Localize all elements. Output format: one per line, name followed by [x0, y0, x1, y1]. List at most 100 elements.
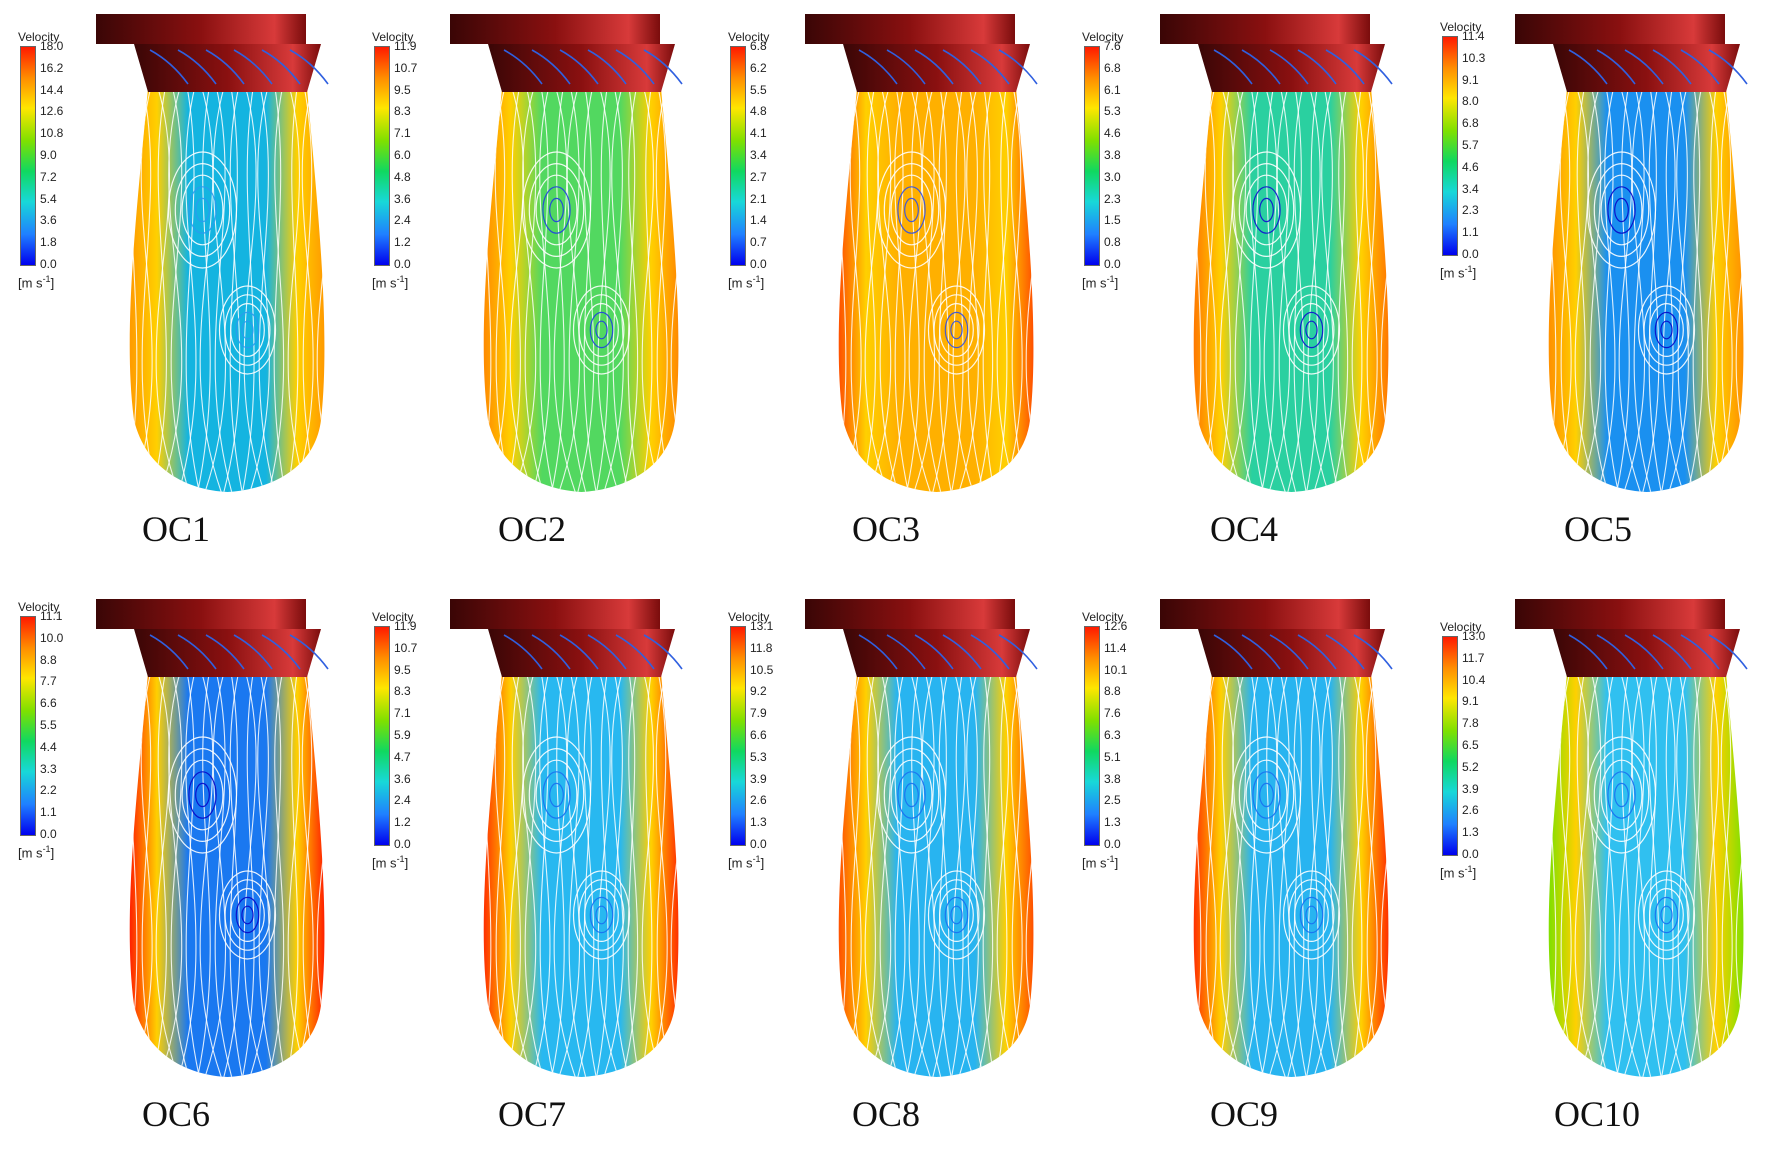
legend-tick-label: 11.4	[1462, 29, 1485, 43]
legend-title: Velocity	[1440, 620, 1482, 634]
legend-tick-label: 7.6	[1104, 706, 1121, 721]
legend-color-bar	[730, 46, 746, 266]
legend-tick-label: 9.5	[394, 662, 411, 677]
legend-title: Velocity	[372, 610, 414, 624]
legend-tick-label: 4.6	[1462, 159, 1479, 174]
streamline-panel: Velocity 12.6 11.4 10.1 8.8 7.6 6.3 5.1 3.8 2.5 1.…	[1064, 585, 1418, 1170]
legend-tick-label: 2.4	[394, 793, 411, 808]
legend-color-bar	[374, 46, 390, 266]
streamline-panel: Velocity 18.0 16.2 14.4 12.6 10.8 9.0 7.2 5.4 3.6…	[0, 0, 354, 585]
streamlines	[1193, 88, 1389, 492]
streamline-panel: Velocity 11.4 10.3 9.1 8.0 6.8 5.7 4.6 3.4 2.3 1.1…	[1419, 0, 1773, 585]
panel-caption: OC9	[1210, 1094, 1279, 1134]
legend-title: Velocity	[18, 600, 60, 614]
legend-tick-label: 9.1	[1462, 694, 1479, 709]
legend-tick-label: 3.6	[394, 771, 411, 786]
legend-color-bar	[1442, 36, 1458, 256]
legend-title: Velocity	[728, 610, 770, 624]
legend-tick-label: 11.7	[1462, 650, 1485, 665]
legend-tick-label: 3.4	[750, 148, 767, 162]
legend-tick-label: 12.6	[1104, 619, 1128, 633]
legend-tick-label: 7.7	[40, 674, 57, 689]
legend-tick-label: 7.8	[1462, 716, 1479, 731]
legend-unit: [m s-1]	[18, 844, 55, 861]
legend-tick-label: 1.8	[40, 235, 57, 250]
runner-hub	[1515, 599, 1748, 677]
streamlines	[129, 673, 325, 1077]
legend-tick-label: 7.9	[750, 706, 767, 721]
legend-title: Velocity	[1440, 20, 1482, 34]
legend-tick-label: 1.1	[40, 805, 57, 820]
runner-hub	[96, 14, 329, 92]
legend-color-bar	[1084, 626, 1100, 846]
legend-color-bar	[374, 626, 390, 846]
legend-tick-label: 11.9	[394, 39, 417, 53]
legend-tick-label: 2.4	[394, 213, 411, 228]
legend-tick-label: 5.5	[40, 718, 57, 732]
legend-tick-label: 2.3	[1462, 203, 1479, 218]
legend-tick-label: 16.2	[40, 60, 64, 75]
legend-tick-label: 6.8	[750, 39, 767, 53]
panel-caption: OC10	[1554, 1094, 1641, 1134]
legend-tick-label: 3.8	[1104, 148, 1121, 162]
draft-tube-streamlines	[805, 14, 1038, 492]
legend-tick-label: 9.5	[394, 82, 411, 97]
legend-tick-label: 1.3	[750, 815, 767, 830]
legend-tick-label: 2.3	[1104, 191, 1121, 206]
draft-tube-streamlines	[450, 599, 683, 1077]
legend-unit: [m s-1]	[1440, 864, 1477, 881]
legend-tick-label: 3.6	[394, 191, 411, 206]
streamline-panel: Velocity 7.6 6.8 6.1 5.3 4.6 3.8 3.0 2.3 1.5 0.8 0.…	[1064, 0, 1418, 585]
panel-caption: OC8	[852, 1094, 921, 1134]
legend-tick-label: 6.8	[1104, 60, 1121, 75]
legend-tick-label: 6.2	[750, 60, 767, 75]
legend-tick-label: 7.1	[394, 706, 411, 721]
streamline-panel: Velocity 11.9 10.7 9.5 8.3 7.1 5.9 4.7 3.6 2.4 1.2…	[354, 585, 708, 1170]
legend-tick-label: 0.0	[1104, 837, 1121, 851]
legend-tick-label: 0.0	[750, 837, 767, 851]
legend-tick-label: 6.6	[40, 696, 57, 711]
legend-tick-label: 1.5	[1104, 213, 1121, 228]
legend-tick-label: 10.0	[40, 630, 64, 645]
legend-tick-label: 1.2	[394, 235, 411, 250]
legend-tick-label: 8.8	[1104, 684, 1121, 699]
legend-tick-label: 0.0	[1462, 847, 1479, 861]
legend-unit: [m s-1]	[728, 854, 765, 871]
legend-unit: [m s-1]	[1440, 264, 1477, 281]
panel-caption: OC6	[142, 1094, 211, 1134]
legend-tick-label: 5.3	[750, 749, 767, 764]
streamline-panel: Velocity 11.1 10.0 8.8 7.7 6.6 5.5 4.4 3.3 2.2 1.1…	[0, 585, 354, 1170]
runner-hub	[450, 599, 683, 677]
legend-tick-label: 0.7	[750, 235, 767, 250]
legend-title: Velocity	[372, 30, 414, 44]
legend-tick-label: 10.1	[1104, 662, 1128, 677]
legend-unit: [m s-1]	[372, 854, 409, 871]
draft-tube-streamlines	[1160, 599, 1393, 1077]
legend-tick-label: 7.1	[394, 126, 411, 141]
legend-tick-label: 2.1	[750, 191, 767, 206]
legend-tick-label: 1.3	[1104, 815, 1121, 830]
legend-color-bar	[730, 626, 746, 846]
streamlines	[838, 673, 1034, 1077]
legend-tick-label: 5.9	[394, 728, 411, 742]
runner-hub	[805, 599, 1038, 677]
legend-tick-label: 2.6	[750, 793, 767, 808]
legend-tick-label: 5.7	[1462, 138, 1479, 152]
legend-tick-label: 10.5	[750, 662, 774, 677]
draft-tube-streamlines	[1515, 14, 1748, 492]
legend-tick-label: 2.6	[1462, 803, 1479, 818]
legend-tick-label: 2.2	[40, 783, 57, 798]
panel-caption: OC5	[1564, 509, 1633, 549]
legend-tick-label: 1.1	[1462, 225, 1479, 240]
legend-tick-label: 1.2	[394, 815, 411, 830]
legend-tick-label: 8.3	[394, 684, 411, 699]
legend-tick-label: 18.0	[40, 39, 64, 53]
legend-unit: [m s-1]	[728, 274, 765, 291]
legend-tick-label: 6.0	[394, 148, 411, 162]
legend-tick-label: 11.4	[1104, 640, 1127, 655]
legend-tick-label: 13.0	[1462, 629, 1486, 643]
legend-tick-label: 4.8	[394, 169, 411, 184]
runner-hub	[805, 14, 1038, 92]
legend-tick-label: 5.5	[750, 82, 767, 97]
